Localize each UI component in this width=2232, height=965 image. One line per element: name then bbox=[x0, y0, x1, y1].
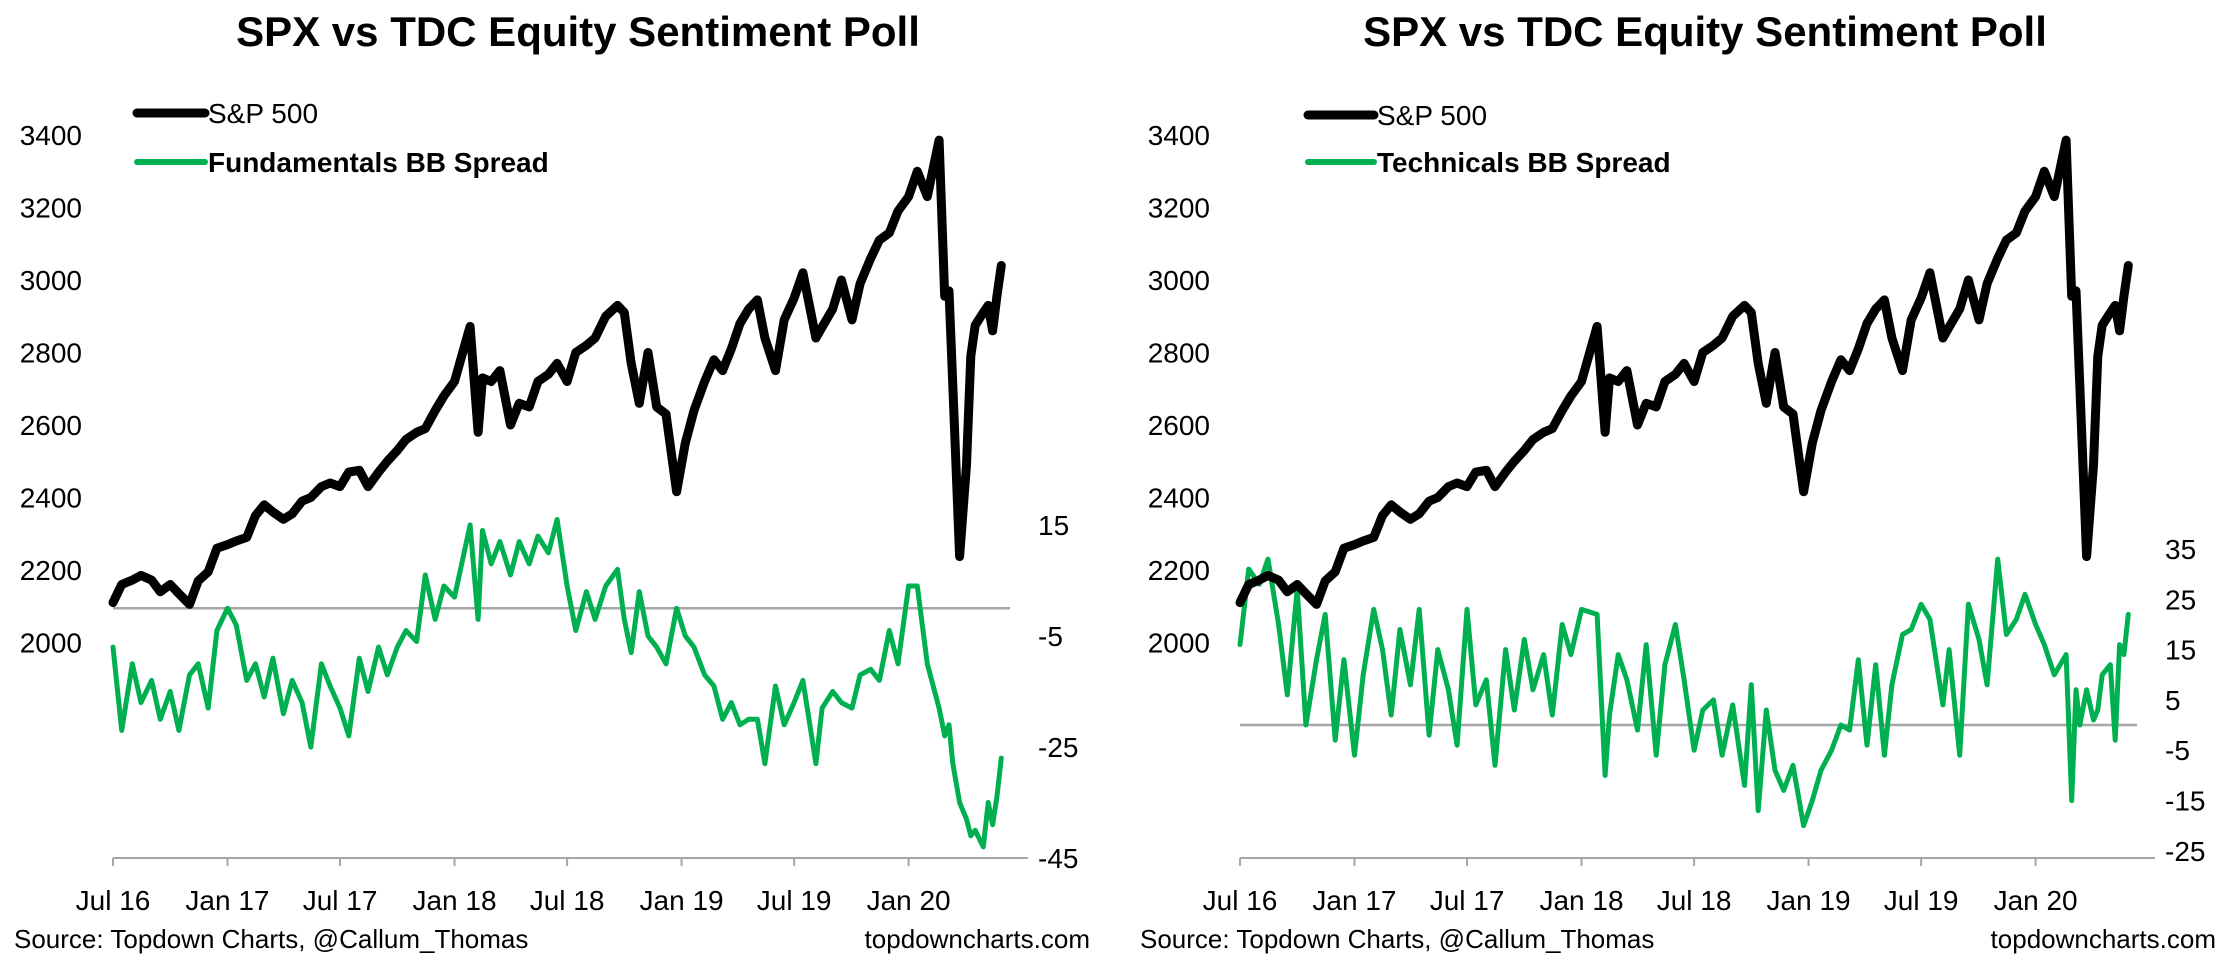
legend: S&P 500 Technicals BB Spread bbox=[1303, 100, 1671, 178]
legend-label-spx: S&P 500 bbox=[208, 98, 318, 129]
y-left-tick-label: 2200 bbox=[20, 555, 82, 586]
x-tick-label: Jul 16 bbox=[1203, 885, 1278, 916]
y-right-tick-label: 5 bbox=[2165, 685, 2181, 716]
series-line-spx bbox=[1235, 135, 2133, 609]
axes: Jul 16 Jan 17 Jul 17 Jan 18 Jul 18 Jan 19 Jul … bbox=[20, 120, 1079, 916]
y-left-tick-label: 2800 bbox=[1148, 338, 1210, 369]
plot-lines bbox=[108, 135, 1010, 850]
series-line-spread bbox=[110, 517, 1004, 850]
y-left-tick-label: 2800 bbox=[20, 338, 82, 369]
y-right-tick-label: -5 bbox=[1038, 621, 1063, 652]
x-tick-label: Jan 18 bbox=[1539, 885, 1623, 916]
y-right-tick-label: -25 bbox=[2165, 836, 2205, 867]
x-tick-label: Jan 19 bbox=[1767, 885, 1851, 916]
chart-panel-fundamentals: SPX vs TDC Equity Sentiment Poll S&P 500… bbox=[14, 8, 1090, 954]
legend: S&P 500 Fundamentals BB Spread bbox=[132, 98, 549, 178]
series-line-spx bbox=[108, 135, 1006, 609]
y-right-tick-label: 15 bbox=[1038, 510, 1069, 541]
legend-label-spread: Fundamentals BB Spread bbox=[208, 147, 549, 178]
y-left-tick-label: 3200 bbox=[20, 193, 82, 224]
chart-title: SPX vs TDC Equity Sentiment Poll bbox=[1363, 8, 2047, 55]
y-left-tick-label: 2400 bbox=[20, 483, 82, 514]
y-left-tick-label: 2600 bbox=[20, 410, 82, 441]
y-left-tick-label: 2200 bbox=[1148, 555, 1210, 586]
x-tick-label: Jan 17 bbox=[185, 885, 269, 916]
website-credit: topdowncharts.com bbox=[865, 924, 1090, 954]
axes: Jul 16 Jan 17 Jul 17 Jan 18 Jul 18 Jan 19 Jul … bbox=[1148, 120, 2206, 916]
series-line-spread bbox=[1237, 556, 2131, 829]
y-right-tick-label: -45 bbox=[1038, 843, 1078, 874]
y-left-tick-label: 2000 bbox=[20, 628, 82, 659]
x-tick-label: Jul 16 bbox=[76, 885, 151, 916]
y-left-tick-label: 2400 bbox=[1148, 483, 1210, 514]
x-tick-label: Jan 19 bbox=[640, 885, 724, 916]
y-right-tick-label: -5 bbox=[2165, 735, 2190, 766]
y-left-tick-label: 3000 bbox=[1148, 265, 1210, 296]
y-right-tick-label: -15 bbox=[2165, 786, 2205, 817]
y-left-tick-label: 3000 bbox=[20, 265, 82, 296]
y-left-tick-label: 3200 bbox=[1148, 193, 1210, 224]
y-left-tick-label: 2600 bbox=[1148, 410, 1210, 441]
y-right-tick-label: 15 bbox=[2165, 635, 2196, 666]
y-left-tick-label: 3400 bbox=[20, 120, 82, 151]
plot-lines bbox=[1235, 135, 2137, 829]
source-note: Source: Topdown Charts, @Callum_Thomas bbox=[14, 924, 528, 954]
x-tick-label: Jul 18 bbox=[1657, 885, 1732, 916]
chart-title: SPX vs TDC Equity Sentiment Poll bbox=[236, 8, 920, 55]
x-tick-label: Jan 20 bbox=[867, 885, 951, 916]
x-tick-label: Jul 17 bbox=[1430, 885, 1505, 916]
y-right-tick-label: -25 bbox=[1038, 732, 1078, 763]
y-right-tick-label: 35 bbox=[2165, 534, 2196, 565]
source-note: Source: Topdown Charts, @Callum_Thomas bbox=[1140, 924, 1654, 954]
x-tick-label: Jul 19 bbox=[1884, 885, 1959, 916]
x-tick-label: Jul 17 bbox=[303, 885, 378, 916]
website-credit: topdowncharts.com bbox=[1991, 924, 2216, 954]
x-tick-label: Jul 18 bbox=[530, 885, 605, 916]
x-tick-label: Jan 20 bbox=[1994, 885, 2078, 916]
legend-label-spread: Technicals BB Spread bbox=[1377, 147, 1671, 178]
y-left-tick-label: 2000 bbox=[1148, 628, 1210, 659]
legend-label-spx: S&P 500 bbox=[1377, 100, 1487, 131]
y-right-tick-label: 25 bbox=[2165, 584, 2196, 615]
x-tick-label: Jan 18 bbox=[412, 885, 496, 916]
x-tick-label: Jul 19 bbox=[757, 885, 832, 916]
chart-panel-technicals: SPX vs TDC Equity Sentiment Poll S&P 500… bbox=[1140, 8, 2216, 954]
y-left-tick-label: 3400 bbox=[1148, 120, 1210, 151]
x-tick-label: Jan 17 bbox=[1312, 885, 1396, 916]
